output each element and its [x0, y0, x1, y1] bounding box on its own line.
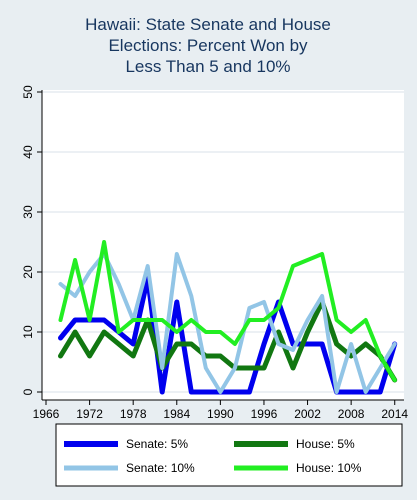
chart-title-line-3: Less Than 5 and 10%	[125, 57, 290, 76]
series-line-senate-10	[58, 252, 397, 394]
legend-label: House: 10%	[296, 461, 362, 475]
y-tick-label: 50	[21, 85, 35, 99]
x-tick-label: 1966	[33, 407, 60, 421]
x-tick-label: 1990	[207, 407, 234, 421]
y-tick-label: 20	[21, 265, 35, 279]
legend-label: Senate: 5%	[126, 437, 188, 451]
y-tick-label: 0	[21, 388, 35, 395]
series-line-house-10	[58, 240, 397, 382]
y-tick-label: 10	[21, 325, 35, 339]
y-tick-label: 40	[21, 145, 35, 159]
axes: 0 10 20 30 40 50 1966 1972 1978 1984 1990 1996 2002 2…	[21, 85, 408, 421]
y-tick-label: 30	[21, 205, 35, 219]
x-tick-label: 1984	[163, 407, 190, 421]
legend-box	[55, 423, 403, 487]
legend-label: Senate: 10%	[126, 461, 195, 475]
x-tick-label: 1996	[251, 407, 278, 421]
x-tick-label: 2008	[338, 407, 365, 421]
chart-title-line-1: Hawaii: State Senate and House	[85, 15, 331, 34]
legend-label: House: 5%	[296, 437, 355, 451]
series-lines	[58, 240, 398, 395]
series-line-house-5	[58, 299, 398, 383]
x-tick-label: 1978	[120, 407, 147, 421]
legend: Senate: 5% House: 5% Senate: 10% House: 10%	[64, 437, 362, 475]
x-tick-label: 1972	[76, 407, 103, 421]
chart-title-line-2: Elections: Percent Won by	[108, 36, 308, 55]
series-line-senate-5	[58, 275, 398, 395]
x-tick-label: 2002	[294, 407, 321, 421]
x-tick-label: 2014	[381, 407, 408, 421]
